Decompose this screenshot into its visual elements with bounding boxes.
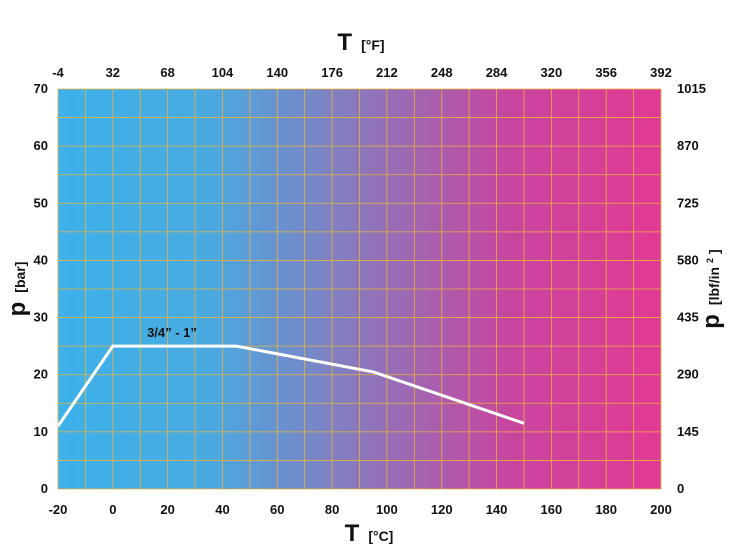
right-axis-symbol: p: [698, 314, 725, 329]
right-tick-label: 435: [677, 310, 699, 325]
bottom-tick-label: 160: [541, 502, 563, 517]
bottom-tick-label: 60: [270, 502, 284, 517]
left-tick-label: 0: [41, 481, 48, 496]
top-axis-unit: [°F]: [361, 37, 384, 53]
right-tick-label: 0: [677, 481, 684, 496]
bottom-x-tick-labels: -20 0 20 40 60 80 100 120 140 160 180 200: [49, 502, 672, 517]
top-tick-label: 320: [541, 65, 563, 80]
series-line: [56, 344, 525, 427]
bottom-tick-label: 80: [325, 502, 339, 517]
left-tick-label: 70: [34, 81, 48, 96]
top-axis-symbol: T: [337, 29, 352, 56]
top-tick-label: -4: [52, 65, 64, 80]
right-tick-label: 725: [677, 195, 699, 210]
left-y-tick-labels: 0 10 20 30 40 50 60 70: [34, 81, 48, 496]
top-tick-label: 212: [376, 65, 398, 80]
top-axis-title: T [°F]: [337, 29, 384, 56]
top-tick-label: 284: [486, 65, 508, 80]
left-tick-label: 20: [34, 367, 48, 382]
top-tick-label: 140: [266, 65, 288, 80]
right-tick-label: 580: [677, 252, 699, 267]
bottom-tick-label: 120: [431, 502, 453, 517]
bottom-tick-label: 20: [160, 502, 174, 517]
right-axis-unit-superscript: 2: [705, 258, 715, 263]
bottom-tick-label: 180: [595, 502, 617, 517]
top-tick-label: 392: [650, 65, 672, 80]
right-tick-label: 145: [677, 424, 699, 439]
bottom-tick-label: 40: [215, 502, 229, 517]
series-layer: [56, 344, 525, 427]
top-tick-label: 176: [321, 65, 343, 80]
top-tick-label: 248: [431, 65, 453, 80]
top-tick-label: 32: [106, 65, 120, 80]
bottom-tick-label: -20: [49, 502, 68, 517]
top-tick-label: 356: [595, 65, 617, 80]
left-tick-label: 50: [34, 195, 48, 210]
right-axis-unit: [lbf/in: [706, 267, 722, 305]
left-axis-unit: [bar]: [12, 262, 28, 293]
bottom-tick-label: 140: [486, 502, 508, 517]
grid-lines: [57, 88, 662, 490]
left-axis-title: p [bar]: [4, 262, 31, 317]
left-axis-symbol: p: [4, 302, 31, 317]
left-tick-label: 60: [34, 138, 48, 153]
left-tick-label: 10: [34, 424, 48, 439]
top-x-tick-labels: -4 32 68 104 140 176 212 248 284 320 356 392: [52, 65, 672, 80]
bottom-tick-label: 100: [376, 502, 398, 517]
right-tick-label: 1015: [677, 81, 706, 96]
top-tick-label: 68: [160, 65, 174, 80]
right-axis-title: p [lbf/in 2 ]: [698, 249, 725, 328]
bottom-axis-unit: [°C]: [368, 528, 393, 544]
series-label: 3/4” - 1”: [147, 325, 197, 340]
bottom-axis-title: T [°C]: [345, 520, 394, 547]
top-tick-label: 104: [212, 65, 234, 80]
bottom-tick-label: 0: [109, 502, 116, 517]
left-tick-label: 40: [34, 252, 48, 267]
right-axis-unit-close: ]: [706, 249, 722, 254]
bottom-axis-symbol: T: [345, 520, 360, 547]
right-y-tick-labels: 0 145 290 435 580 725 870 1015: [677, 81, 706, 496]
left-tick-label: 30: [34, 310, 48, 325]
right-tick-label: 870: [677, 138, 699, 153]
bottom-tick-label: 200: [650, 502, 672, 517]
right-tick-label: 290: [677, 367, 699, 382]
